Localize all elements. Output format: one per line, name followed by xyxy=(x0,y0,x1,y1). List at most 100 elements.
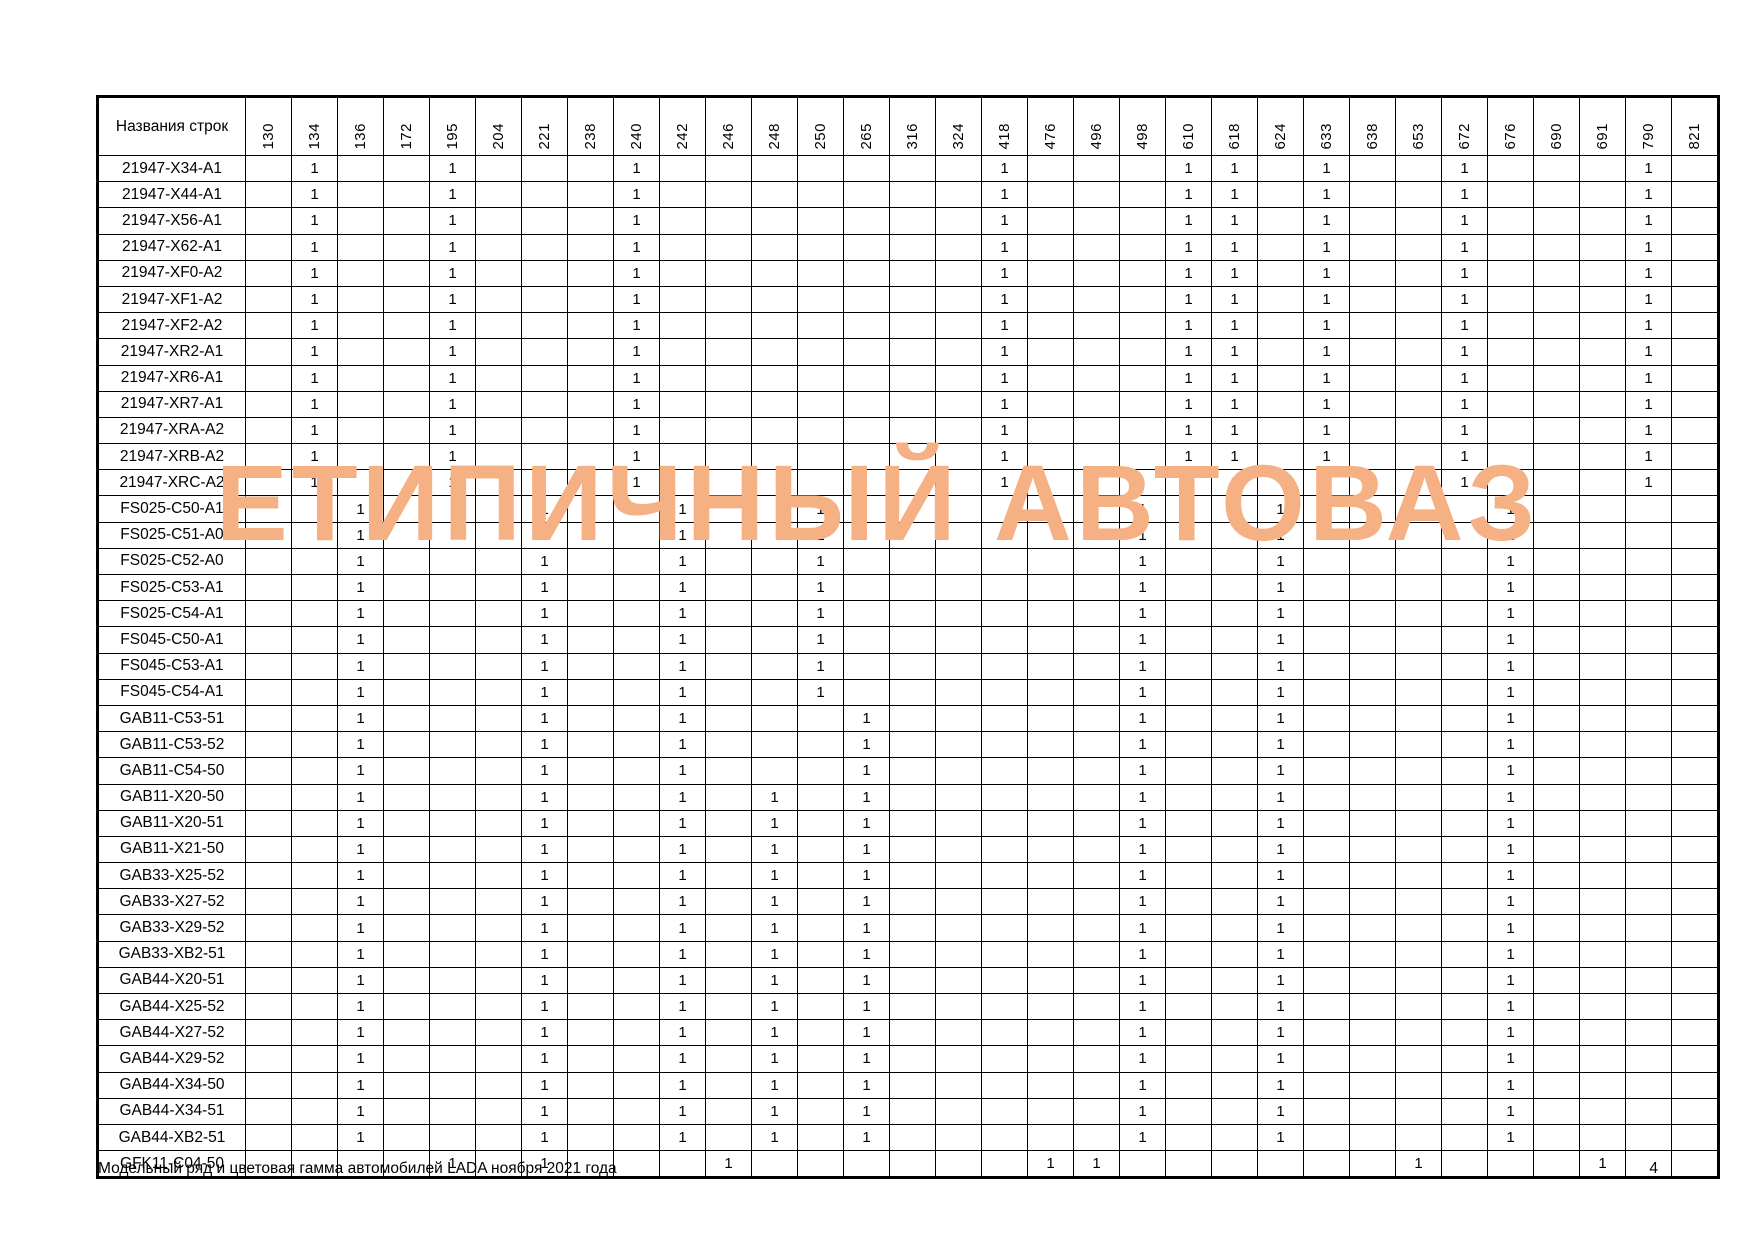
matrix-cell: 1 xyxy=(1303,285,1350,314)
matrix-cell: 1 xyxy=(613,338,660,366)
matrix-cell xyxy=(1349,312,1396,340)
matrix-cell xyxy=(1395,704,1442,733)
matrix-cell: 1 xyxy=(1257,704,1304,733)
matrix-cell xyxy=(613,573,660,602)
matrix-cell xyxy=(1027,154,1074,183)
matrix-cell: 1 xyxy=(843,940,890,968)
matrix-cell xyxy=(429,862,476,890)
matrix-cell: 1 xyxy=(1119,626,1166,654)
matrix-cell: 1 xyxy=(751,888,798,916)
matrix-cell xyxy=(1027,966,1074,995)
matrix-cell xyxy=(1395,154,1442,183)
table-row: 21947-XF2-A2 1 1 1 1 1 1 1 1 1 xyxy=(98,312,1718,340)
matrix-cell xyxy=(1073,285,1120,314)
matrix-cell xyxy=(1395,731,1442,759)
matrix-cell xyxy=(1165,547,1212,576)
matrix-cell xyxy=(1165,495,1212,523)
row-label: GAB11-X20-50 xyxy=(98,783,246,811)
matrix-cell: 1 xyxy=(1257,678,1304,706)
matrix-cell xyxy=(1395,573,1442,602)
matrix-cell: 1 xyxy=(1441,259,1488,287)
matrix-cell xyxy=(843,1150,890,1178)
matrix-cell xyxy=(1579,600,1626,628)
matrix-cell xyxy=(567,757,614,785)
matrix-cell: 1 xyxy=(1119,1071,1166,1099)
column-header-label: 498 xyxy=(1134,123,1151,150)
matrix-cell xyxy=(1533,443,1580,471)
column-header-label: 821 xyxy=(1686,123,1703,150)
row-label: GAB44-X34-51 xyxy=(98,1097,246,1125)
matrix-cell xyxy=(1027,626,1074,654)
matrix-cell xyxy=(843,285,890,314)
matrix-cell xyxy=(751,731,798,759)
matrix-cell xyxy=(1165,914,1212,942)
matrix-cell: 1 xyxy=(1119,966,1166,995)
matrix-cell: 1 xyxy=(1119,1019,1166,1047)
matrix-cell xyxy=(1027,731,1074,759)
matrix-cell: 1 xyxy=(1487,1019,1534,1047)
matrix-cell xyxy=(613,966,660,995)
matrix-cell xyxy=(1027,1097,1074,1125)
matrix-cell: 1 xyxy=(659,1123,706,1152)
matrix-cell xyxy=(935,652,982,680)
matrix-cell xyxy=(889,233,936,261)
matrix-cell xyxy=(567,154,614,183)
matrix-cell xyxy=(1211,862,1258,890)
row-label: 21947-X44-A1 xyxy=(98,181,246,209)
matrix-cell xyxy=(245,312,292,340)
matrix-cell: 1 xyxy=(1257,652,1304,680)
matrix-cell xyxy=(245,1097,292,1125)
matrix-cell xyxy=(1303,678,1350,706)
matrix-cell xyxy=(705,338,752,366)
row-label: FS025-C50-A1 xyxy=(98,495,246,523)
matrix-cell xyxy=(1487,416,1534,445)
matrix-cell xyxy=(935,966,982,995)
matrix-cell xyxy=(1303,1097,1350,1125)
matrix-cell xyxy=(1579,888,1626,916)
matrix-cell xyxy=(245,181,292,209)
matrix-cell: 1 xyxy=(1441,364,1488,392)
matrix-cell xyxy=(521,233,568,261)
matrix-cell xyxy=(705,207,752,235)
matrix-cell xyxy=(1625,573,1672,602)
matrix-cell: 1 xyxy=(521,1150,568,1178)
matrix-cell: 1 xyxy=(659,966,706,995)
matrix-cell: 1 xyxy=(1303,390,1350,418)
matrix-cell xyxy=(889,154,936,183)
table-row: GAB44-X29-52 1 1 1 1 1 1 1 1 xyxy=(98,1045,1718,1073)
matrix-cell xyxy=(1303,573,1350,602)
matrix-cell xyxy=(751,390,798,418)
matrix-cell xyxy=(291,704,338,733)
matrix-cell xyxy=(1579,181,1626,209)
matrix-cell xyxy=(797,181,844,209)
column-header-790: 790 xyxy=(1625,97,1672,156)
matrix-cell: 1 xyxy=(1165,233,1212,261)
matrix-cell xyxy=(705,783,752,811)
matrix-cell: 1 xyxy=(751,862,798,890)
column-header-610: 610 xyxy=(1165,97,1212,156)
matrix-cell: 1 xyxy=(1625,469,1672,497)
matrix-cell xyxy=(1441,809,1488,837)
matrix-cell xyxy=(1441,1071,1488,1099)
matrix-cell xyxy=(1165,521,1212,549)
matrix-cell xyxy=(291,992,338,1021)
row-label: FS025-C54-A1 xyxy=(98,600,246,628)
matrix-cell xyxy=(659,207,706,235)
matrix-cell xyxy=(291,495,338,523)
matrix-cell xyxy=(751,652,798,680)
matrix-cell xyxy=(1671,862,1718,890)
matrix-cell: 1 xyxy=(843,731,890,759)
matrix-cell xyxy=(383,1097,430,1125)
table-row: 21947-XF0-A2 1 1 1 1 1 1 1 1 1 xyxy=(98,259,1718,287)
matrix-cell xyxy=(1211,704,1258,733)
matrix-cell xyxy=(935,1123,982,1152)
matrix-cell: 1 xyxy=(1487,966,1534,995)
matrix-cell xyxy=(1165,731,1212,759)
matrix-cell xyxy=(981,1045,1028,1073)
matrix-cell xyxy=(475,259,522,287)
column-header-672: 672 xyxy=(1441,97,1488,156)
matrix-cell xyxy=(291,809,338,837)
matrix-cell xyxy=(245,783,292,811)
matrix-cell xyxy=(1625,1071,1672,1099)
matrix-cell: 1 xyxy=(1441,233,1488,261)
